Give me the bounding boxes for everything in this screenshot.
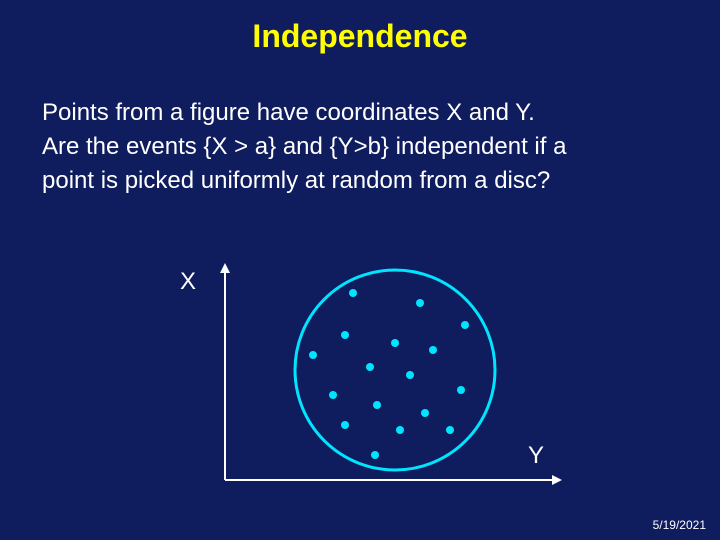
- body-line-3: point is picked uniformly at random from…: [42, 164, 566, 198]
- scatter-disc-diagram: [195, 255, 575, 495]
- slide-body: Points from a figure have coordinates X …: [42, 96, 566, 198]
- body-line-2: Are the events {X > a} and {Y>b} indepen…: [42, 130, 566, 164]
- slide: Independence Points from a figure have c…: [0, 0, 720, 540]
- x-axis-label: X: [180, 268, 196, 296]
- slide-title: Independence: [0, 18, 720, 55]
- slide-date: 5/19/2021: [653, 518, 706, 532]
- body-line-1: Points from a figure have coordinates X …: [42, 96, 566, 130]
